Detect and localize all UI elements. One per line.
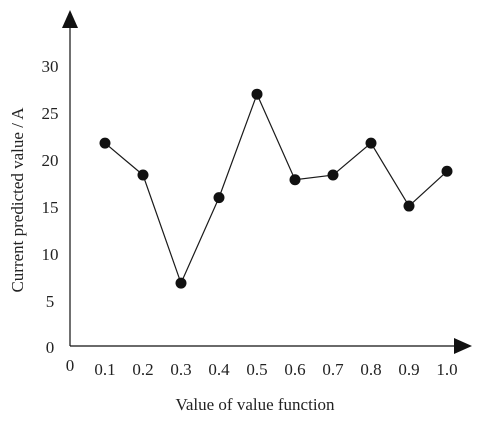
x-axis-title: Value of value function <box>175 395 335 414</box>
y-tick-label: 10 <box>42 245 59 264</box>
x-tick-label: 0.8 <box>360 360 381 379</box>
x-tick-label: 0.7 <box>322 360 344 379</box>
data-point <box>441 165 453 177</box>
x-tick-group: 0.1 0.2 0.3 0.4 0.5 0.6 0.7 0.8 0.9 1.0 <box>94 360 457 379</box>
x-tick-label: 0.2 <box>132 360 153 379</box>
data-point <box>175 277 187 289</box>
y-tick-label: 5 <box>46 292 55 311</box>
data-point <box>289 174 301 186</box>
y-tick-label: 25 <box>42 104 59 123</box>
data-point <box>365 137 377 149</box>
y-tick-label: 20 <box>42 151 59 170</box>
x-tick-label: 0.5 <box>246 360 267 379</box>
x-tick-label: 0.6 <box>284 360 305 379</box>
data-point <box>99 137 111 149</box>
x-tick-label: 0.3 <box>170 360 191 379</box>
y-tick-label: 0 <box>46 338 55 357</box>
data-point <box>213 192 225 204</box>
x-tick-label: 0.4 <box>208 360 230 379</box>
y-tick-group: 0 5 10 15 20 25 30 <box>42 57 59 357</box>
x-tick-label: 0.1 <box>94 360 115 379</box>
x-tick-label: 0.9 <box>398 360 419 379</box>
y-tick-label: 30 <box>42 57 59 76</box>
series-line <box>104 92 448 285</box>
data-point <box>403 200 415 212</box>
origin-label: 0 <box>66 356 75 375</box>
data-point <box>327 169 339 181</box>
y-axis-title: Current predicted value / A <box>8 107 27 293</box>
data-point <box>251 88 263 100</box>
y-tick-label: 15 <box>42 198 59 217</box>
y-axis-arrow-icon <box>62 10 78 28</box>
series-group <box>99 88 453 289</box>
x-tick-label: 1.0 <box>436 360 457 379</box>
x-axis-arrow-icon <box>454 338 472 354</box>
data-point <box>137 169 149 181</box>
